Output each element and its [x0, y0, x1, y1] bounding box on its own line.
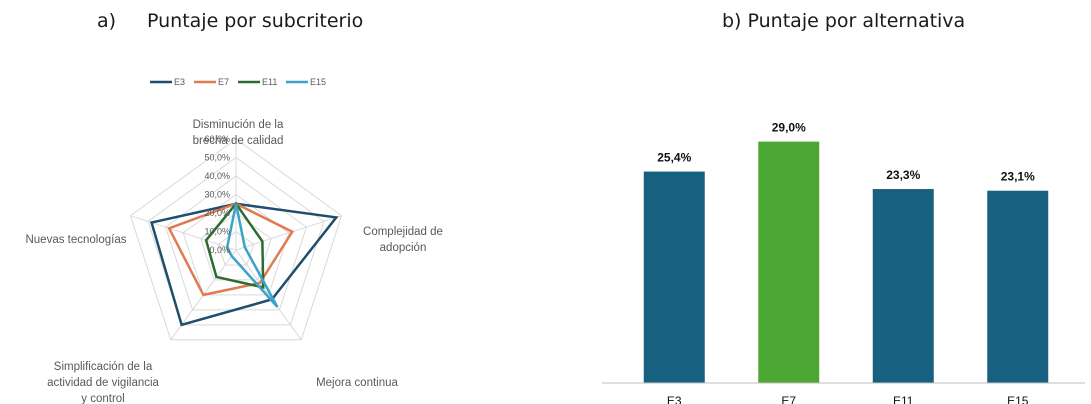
radar-series-e15 — [225, 203, 279, 308]
radar-series-e3 — [149, 202, 339, 327]
radar-grid-ring — [217, 230, 255, 266]
radar-tick-label: 20,0% — [204, 208, 230, 218]
radar-axis-label: Mejora continua — [316, 377, 398, 389]
bar-e3 — [643, 171, 705, 383]
radar-spoke — [235, 249, 302, 341]
bar-category-label: E3 — [667, 394, 682, 404]
bar-category-label: E15 — [1007, 394, 1029, 404]
panel-a-letter: a) — [97, 10, 117, 32]
radar-axis-label: Nuevas tecnologías — [25, 234, 126, 246]
radar-axis-label: Simplificación de la actividad de vigilan… — [47, 361, 159, 404]
radar-axis-label-line: Complejidad de — [363, 226, 443, 238]
legend-label-e7: E7 — [218, 77, 229, 87]
radar-spoke — [130, 215, 237, 251]
radar-tick-label: 30,0% — [204, 190, 230, 200]
radar-spoke — [235, 215, 342, 251]
radar-chart: 0,0%10,0%20,0%30,0%40,0%50,0%60,0%Dismin… — [25, 77, 443, 404]
radar-axis-label-line: Simplificación de la — [54, 361, 153, 373]
bar-e15 — [987, 190, 1049, 383]
radar-grid-ring — [129, 138, 343, 341]
legend-label-e11: E11 — [262, 77, 277, 87]
radar-series-e7 — [167, 202, 295, 297]
panel-b-title: b) Puntaje por alternativa — [722, 10, 966, 32]
radar-axis-label-line: Mejora continua — [316, 377, 398, 389]
bar-value-label: 23,1% — [1001, 170, 1035, 184]
radar-series-e11 — [204, 201, 265, 289]
radar-axis-label-line: adopción — [380, 242, 427, 254]
radar-grid-ring — [147, 156, 325, 326]
legend-label-e3: E3 — [174, 77, 185, 87]
bar-e7 — [758, 141, 820, 383]
radar-tick-label: 10,0% — [204, 227, 230, 237]
bar-category-label: E7 — [781, 394, 796, 404]
radar-axis-label: Disminución de la brecha de calidad — [193, 119, 284, 147]
bar-e11 — [872, 189, 934, 383]
radar-axis-label-line: actividad de vigilancia — [47, 377, 159, 389]
legend-label-e15: E15 — [310, 77, 326, 87]
radar-axis-label: Complejidad de adopción — [363, 226, 443, 254]
radar-axis-label-line: y control — [81, 393, 124, 404]
radar-axis-label-line: brecha de calidad — [193, 135, 284, 147]
radar-axis-label-line: Nuevas tecnologías — [25, 234, 126, 246]
bar-value-label: 23,3% — [886, 168, 920, 182]
panel-a-title: Puntaje por subcriterio — [147, 10, 364, 32]
bar-value-label: 29,0% — [772, 121, 806, 135]
radar-tick-label: 0,0% — [209, 245, 230, 255]
radar-axis-label-line: Disminución de la — [193, 119, 284, 131]
radar-tick-label: 40,0% — [204, 171, 230, 181]
radar-tick-label: 60,0% — [204, 134, 230, 144]
bar-category-label: E11 — [893, 394, 914, 404]
radar-tick-label: 50,0% — [204, 153, 230, 163]
bar-value-label: 25,4% — [657, 151, 691, 165]
radar-grid-ring — [200, 212, 272, 281]
